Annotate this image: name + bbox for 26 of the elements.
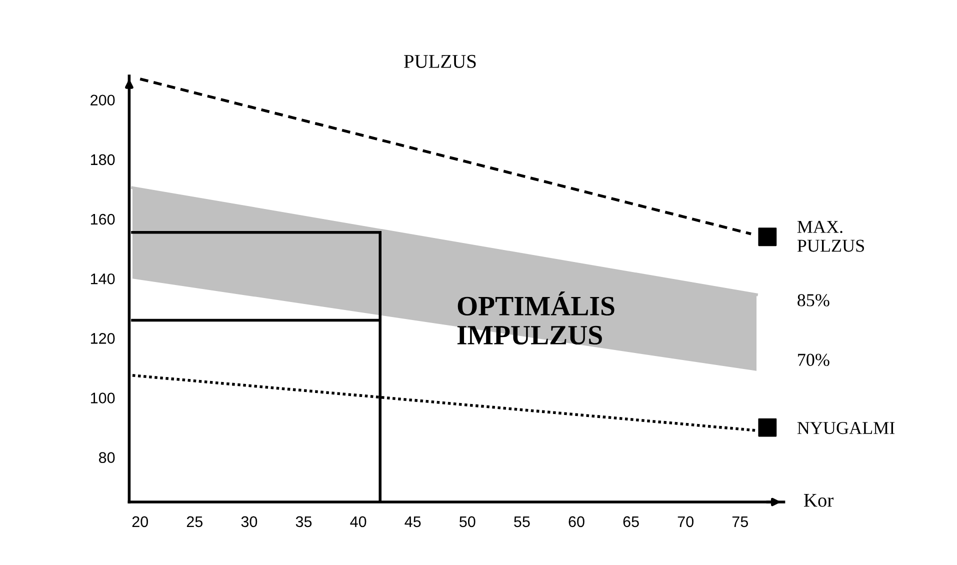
- x-tick-label: 35: [296, 516, 312, 528]
- text: MAX. PULZUS: [797, 220, 864, 252]
- x-tick-label: 75: [732, 516, 748, 528]
- annotation: OPTIMÁLIS IMPULZUS: [457, 291, 614, 345]
- y-tick-label: 180: [90, 154, 115, 166]
- y-tick-label: 200: [90, 94, 115, 106]
- x-tick-label: 40: [350, 516, 366, 528]
- y-tick-label: 100: [90, 392, 115, 404]
- text: 70%: [798, 354, 830, 366]
- x-tick-label: 65: [623, 516, 639, 528]
- x-tick-label: 30: [241, 516, 258, 528]
- x-axis-title: Kor: [804, 494, 834, 507]
- x-tick-label: 55: [514, 516, 530, 528]
- x-tick-label: 20: [132, 516, 148, 528]
- x-tick-label: 60: [568, 516, 584, 528]
- text: NYUGALMI: [797, 422, 895, 434]
- x-tick-label: 25: [186, 516, 203, 528]
- text: 85%: [798, 294, 830, 306]
- y-tick-label: 160: [90, 214, 115, 225]
- y-tick-label: 120: [90, 333, 115, 344]
- y-tick-label: 140: [90, 273, 115, 284]
- chart-title: PULZUS: [404, 54, 476, 68]
- y-tick-label: 80: [98, 452, 115, 463]
- x-tick-label: 45: [404, 516, 421, 528]
- x-tick-label: 50: [460, 516, 476, 528]
- x-tick-label: 70: [678, 516, 694, 528]
